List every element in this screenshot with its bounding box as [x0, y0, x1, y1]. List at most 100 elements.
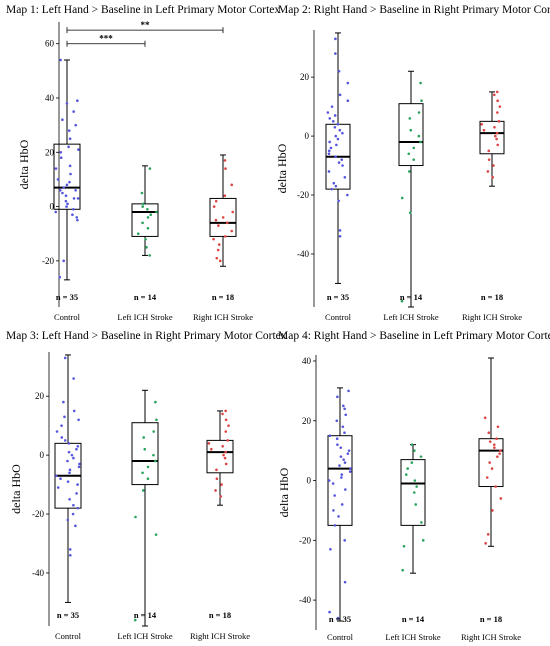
data-point: [336, 395, 339, 399]
data-point: [490, 467, 494, 470]
data-point: [342, 404, 345, 408]
data-point: [487, 158, 491, 161]
data-point: [146, 465, 150, 469]
data-point: [76, 444, 80, 448]
data-point: [343, 461, 347, 464]
data-point: [224, 462, 228, 466]
data-point: [417, 134, 421, 138]
data-point: [207, 442, 211, 445]
data-point: [492, 93, 496, 97]
data-point: [491, 509, 494, 512]
data-point: [72, 197, 76, 200]
data-point: [62, 400, 65, 404]
data-point: [65, 102, 69, 105]
data-point: [64, 199, 68, 203]
data-point: [67, 129, 71, 132]
data-point: [142, 202, 145, 206]
data-point: [328, 140, 331, 144]
data-point: [482, 128, 486, 132]
boxplot-3: -40 -20 0 20 delta HbO n = 35 Control n = 14 Lef…: [9, 352, 250, 641]
data-point: [400, 299, 404, 303]
data-point: [328, 117, 332, 120]
data-point: [230, 229, 234, 233]
data-point: [68, 548, 72, 551]
y-tick-label: 0: [305, 131, 310, 141]
data-point: [148, 167, 152, 170]
data-point: [328, 434, 332, 438]
y-tick-label: -20: [42, 256, 54, 266]
data-point: [492, 164, 495, 167]
data-point: [217, 243, 221, 246]
data-point: [215, 477, 219, 480]
y-axis-label: delta HbO: [17, 139, 31, 189]
data-point: [337, 515, 340, 518]
data-point: [61, 118, 64, 122]
data-point: [62, 186, 66, 189]
data-point: [55, 430, 59, 433]
data-point: [146, 216, 150, 219]
data-point: [346, 81, 350, 85]
data-point: [141, 221, 144, 225]
data-point: [343, 431, 346, 435]
data-point: [413, 449, 416, 452]
data-point: [332, 181, 336, 185]
data-point: [76, 99, 79, 103]
y-tick-label: 0: [50, 202, 55, 212]
box-iqr: [327, 435, 353, 526]
sample-size-label: n = 18: [209, 610, 231, 620]
data-point: [220, 483, 223, 486]
data-point: [69, 172, 72, 176]
data-point: [340, 503, 344, 506]
data-point: [338, 234, 342, 238]
chart-panel-2: Map 2: Right Hand > Baseline in Right Pr…: [275, 4, 550, 322]
data-point: [68, 137, 72, 141]
data-point: [327, 170, 331, 173]
chart-title: Map 3: Left Hand > Baseline in Right Pri…: [6, 330, 287, 342]
x-category-label: Left ICH Stroke: [383, 312, 438, 322]
data-point: [65, 205, 68, 208]
data-point: [497, 120, 501, 123]
data-point: [331, 120, 335, 123]
data-point: [328, 610, 331, 614]
y-tick-label: -40: [297, 249, 309, 259]
chart-title: Map 4: Right Hand > Baseline in Left Pri…: [278, 330, 550, 342]
data-point: [54, 210, 58, 214]
data-point: [141, 489, 145, 492]
data-point: [347, 389, 350, 393]
data-point: [493, 125, 496, 129]
data-point: [66, 518, 70, 522]
data-point: [149, 213, 153, 217]
box-iqr: [479, 120, 505, 155]
data-point: [488, 461, 491, 464]
data-point: [327, 149, 331, 153]
data-point: [154, 459, 157, 463]
data-point: [141, 205, 145, 208]
data-point: [337, 69, 341, 73]
data-point: [68, 471, 71, 475]
data-point: [493, 446, 496, 449]
data-point: [336, 122, 340, 126]
data-point: [491, 176, 494, 179]
sample-size-label: n = 18: [212, 292, 234, 302]
data-point: [485, 476, 489, 479]
data-point: [146, 477, 150, 480]
data-point: [72, 377, 75, 380]
chart-panel-4: Map 4: Right Hand > Baseline in Left Pri…: [277, 330, 550, 646]
data-point: [141, 471, 144, 475]
data-point: [63, 439, 67, 442]
box-iqr: [131, 203, 159, 237]
data-point: [410, 443, 414, 446]
data-point: [224, 167, 227, 170]
data-point: [77, 465, 81, 469]
chart-panel-1: Map 1: Left Hand > Baseline in Left Prim…: [6, 4, 280, 322]
data-point: [72, 456, 75, 460]
y-axis-label: delta HbO: [275, 143, 289, 193]
y-tick-label: 20: [300, 72, 310, 82]
data-point: [346, 99, 350, 103]
data-point: [335, 437, 339, 440]
box-iqr: [53, 143, 81, 210]
data-point: [334, 134, 338, 138]
data-point: [75, 216, 79, 219]
data-point: [225, 221, 229, 225]
data-point: [329, 547, 332, 551]
